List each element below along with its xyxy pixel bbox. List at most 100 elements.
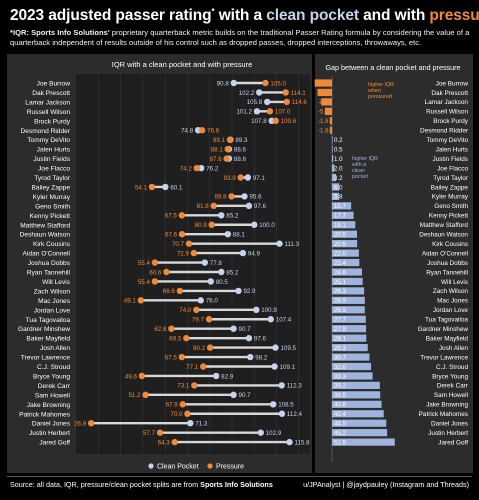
clean-dot: [230, 325, 237, 332]
player-label: Desmond Ridder: [21, 128, 71, 135]
clean-dot: [207, 278, 215, 285]
gap-value: 15.7: [334, 203, 346, 210]
clean-dot: [241, 193, 248, 200]
clean-value: 90.7: [239, 392, 252, 399]
pressure-value: 62.8: [154, 326, 167, 333]
player-label: Matthew Stafford: [20, 222, 70, 229]
clean-value: 98.2: [255, 354, 268, 361]
player-label: Zach Wilson: [34, 288, 71, 295]
clean-value: 109.1: [280, 364, 296, 371]
clean-value: 97.6: [254, 335, 267, 342]
player-label: Joe Flacco: [38, 166, 70, 173]
subtitle: *IQR: Sports Info Solutions' proprietary…: [10, 28, 470, 47]
clean-value: 60.1: [170, 184, 183, 191]
gap-value: -5.8: [318, 109, 329, 116]
gap-player-label: Jalen Hurts: [436, 146, 468, 153]
gap-bar: [317, 88, 332, 97]
legend-pressure-label: Pressure: [216, 464, 244, 471]
clean-dot: [244, 174, 252, 181]
pressure-value: 105.0: [270, 80, 286, 87]
player-label: Justin Herbert: [29, 430, 70, 437]
pressure-dot: [210, 202, 217, 210]
clean-dot: [218, 268, 225, 276]
pressure-value: 54.1: [135, 184, 148, 191]
pressure-value: 26.8: [74, 421, 87, 428]
pressure-dot: [185, 240, 193, 247]
pressure-value: 88.1: [211, 146, 224, 153]
gap-player-label: Tua Tagovailoa: [425, 317, 468, 324]
clean-value: 76.0: [206, 298, 219, 305]
legend-clean-swatch: [148, 463, 154, 469]
annotation-pressured-1: higher IQR: [368, 82, 394, 88]
gap-value: 39.5: [334, 392, 346, 399]
gap-value: 20.6: [334, 241, 346, 248]
gap-value: 42.4: [334, 411, 346, 418]
gap-bar: [332, 438, 395, 446]
gap-value: 22.4: [334, 260, 346, 267]
gap-value: 24.6: [334, 269, 346, 276]
clean-dot: [253, 306, 260, 313]
gap-value: 26.9: [334, 298, 346, 305]
gap-bar: [332, 211, 354, 219]
clean-value: 88.6: [234, 156, 247, 163]
clean-dot: [198, 164, 205, 172]
pressure-value: 67.5: [165, 213, 178, 220]
gap-bar: [332, 268, 363, 276]
clean-dot: [235, 287, 242, 295]
player-label: Tua Tagovailoa: [26, 317, 71, 324]
pressure-dot: [262, 79, 269, 87]
player-label: Deshaun Watson: [20, 232, 71, 239]
pressure-value: 93.9: [224, 175, 237, 182]
pressure-value: 74.2: [180, 165, 193, 172]
clean-dot: [197, 297, 204, 304]
clean-value: 115.8: [294, 439, 310, 446]
gap-value: 28.1: [334, 335, 346, 342]
gap-player-label: Daniel Jones: [431, 421, 468, 428]
gap-player-label: Trevor Lawrence: [420, 354, 468, 361]
player-label: Justin Fields: [33, 156, 70, 163]
gap-player-label: Will Levis: [441, 279, 468, 286]
pressure-dot: [282, 89, 289, 96]
pressure-value: 72.9: [177, 250, 190, 257]
gap-player-label: Deshaun Watson: [419, 232, 468, 239]
footer-divider: [7, 476, 472, 477]
clean-dot: [286, 438, 293, 446]
pressure-value: 66.6: [163, 288, 176, 295]
clean-value: 100.0: [259, 222, 275, 229]
clean-value: 71.3: [195, 421, 208, 428]
pressure-dot: [193, 306, 200, 313]
clean-value: 105.8: [247, 99, 263, 106]
pressure-value: 109.6: [281, 118, 297, 125]
gap-bar: [332, 419, 387, 427]
legend-pressure-swatch: [207, 463, 213, 469]
source-note: Source: all data, IQR, pressure/clean po…: [10, 480, 273, 489]
clean-dot: [267, 316, 274, 323]
gap-value: 0.2: [334, 137, 343, 144]
gap-bar: [332, 429, 388, 437]
gap-bar: [332, 240, 358, 248]
pressure-dot: [178, 231, 186, 238]
gap-bar: [332, 221, 356, 229]
gap-value: 27.9: [334, 326, 346, 333]
pressure-value: 87.6: [210, 156, 223, 163]
gap-bar: [332, 192, 340, 200]
gap-player-label: Kirk Cousins: [432, 241, 468, 248]
player-label: Tyrod Taylor: [34, 175, 71, 182]
clean-dot: [218, 212, 225, 219]
gap-bar: [332, 353, 370, 361]
gap-player-label: Jake Browning: [426, 402, 468, 409]
gap-player-label: Mac Jones: [437, 298, 468, 305]
clean-dot: [224, 231, 231, 238]
player-label: Mac Jones: [38, 298, 71, 305]
clean-value: 85.2: [226, 269, 239, 276]
pressure-dot: [171, 438, 178, 446]
pressure-value: 55.4: [138, 279, 151, 286]
clean-value: 88.1: [233, 232, 246, 239]
gap-value: 33.3: [334, 373, 346, 380]
gap-bar: [332, 230, 358, 238]
gap-player-label: Tommy DeVito: [427, 137, 469, 144]
pressure-value: 57.7: [143, 430, 156, 437]
player-label: Sam Howell: [35, 392, 71, 399]
pressure-dot: [163, 268, 170, 276]
player-label: Trevor Lawrence: [21, 355, 71, 362]
